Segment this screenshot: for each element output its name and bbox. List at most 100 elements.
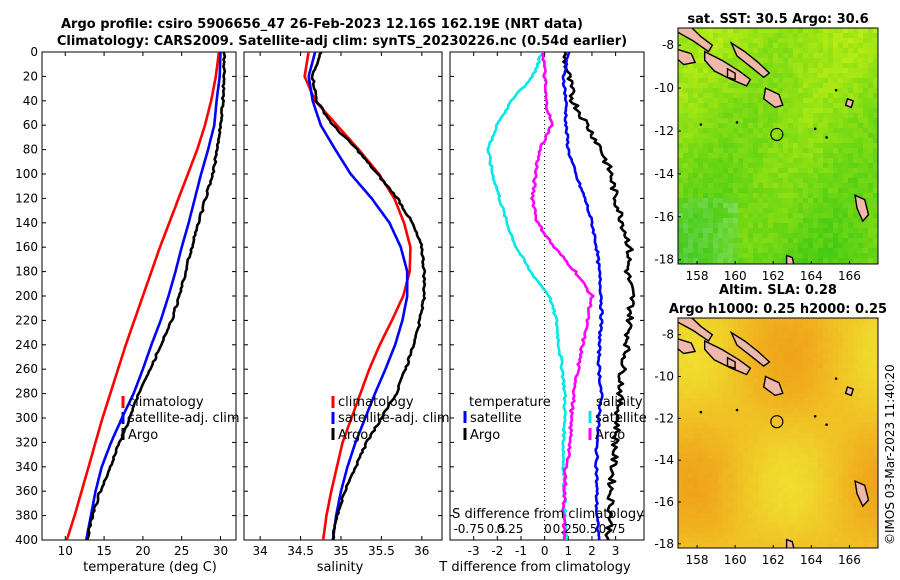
heatmap-cell [773,513,779,519]
heatmap-cell [853,83,859,89]
heatmap-cell [833,63,839,69]
heatmap-cell [778,143,784,149]
heatmap-cell [783,483,789,489]
heatmap-cell [718,343,724,349]
heatmap-cell [793,338,799,344]
heatmap-cell [718,113,724,119]
heatmap-cell [748,423,754,429]
heatmap-cell [788,533,794,539]
heatmap-cell [863,458,869,464]
heatmap-cell [748,78,754,84]
heatmap-cell [748,328,754,334]
heatmap-cell [858,143,864,149]
heatmap-cell [823,398,829,404]
heatmap-cell [828,238,834,244]
heatmap-cell [873,533,878,539]
heatmap-cell [828,128,834,134]
heatmap-cell [848,508,854,514]
heatmap-cell [853,358,859,364]
heatmap-cell [808,153,814,159]
heatmap-cell [748,68,754,74]
heatmap-cell [863,148,869,154]
heatmap-cell [798,348,804,354]
heatmap-cell [863,318,869,324]
heatmap-cell [848,498,854,504]
top-x-tick-label: 0.5 [486,522,505,536]
heatmap-cell [843,123,849,129]
heatmap-cell [818,183,824,189]
heatmap-cell [678,453,684,459]
heatmap-cell [763,163,769,169]
heatmap-cell [778,433,784,439]
depth-tick-label: 400 [15,533,38,547]
heatmap-cell [783,543,789,548]
heatmap-cell [688,368,694,374]
heatmap-cell [683,138,689,144]
heatmap-cell [763,443,769,449]
heatmap-cell [713,433,719,439]
heatmap-cell [688,163,694,169]
sla-map-panel: Altim. SLA: 0.28 Argo h1000: 0.25 h2000:… [654,283,887,567]
heatmap-cell [793,458,799,464]
heatmap-cell [763,503,769,509]
heatmap-cell [838,63,844,69]
heatmap-cell [743,178,749,184]
heatmap-cell [748,333,754,339]
heatmap-cell [738,43,744,49]
heatmap-cell [698,488,704,494]
heatmap-cell [718,328,724,334]
heatmap-cell [853,403,859,409]
heatmap-cell [833,133,839,139]
heatmap-cell [768,493,774,499]
lat-tick-label: -18 [654,537,674,551]
heatmap-cell [708,323,714,329]
heatmap-cell [818,318,824,324]
heatmap-cell [703,168,709,174]
heatmap-cell [788,503,794,509]
heatmap-cell [843,203,849,209]
heatmap-cell [733,318,739,324]
heatmap-cell [678,248,684,254]
heatmap-cell [873,438,878,444]
heatmap-cell [853,48,859,54]
heatmap-cell [803,388,809,394]
series-t-argo [562,52,636,540]
heatmap-cell [853,333,859,339]
heatmap-cell [688,488,694,494]
heatmap-cell [708,458,714,464]
heatmap-cell [823,498,829,504]
heatmap-cell [743,388,749,394]
heatmap-cell [868,108,874,114]
heatmap-cell [758,528,764,534]
heatmap-cell [818,223,824,229]
heatmap-cell [848,473,854,479]
heatmap-cell [713,483,719,489]
heatmap-cell [738,68,744,74]
heatmap-cell [788,168,794,174]
heatmap-cell [833,403,839,409]
heatmap-cell [873,173,878,179]
heatmap-cell [698,463,704,469]
islet [834,377,838,380]
heatmap-cell [868,458,874,464]
heatmap-cell [788,358,794,364]
heatmap-cell [848,168,854,174]
island [844,386,855,397]
heatmap-cell [778,203,784,209]
heatmap-cell [793,168,799,174]
heatmap-cell [843,463,849,469]
heatmap-cell [738,428,744,434]
heatmap-cell [788,148,794,154]
heatmap-cell [758,328,764,334]
heatmap-cell [778,343,784,349]
heatmap-cell [728,198,734,204]
heatmap-cell [788,83,794,89]
heatmap-cell [833,528,839,534]
heatmap-cell [753,253,759,259]
heatmap-cell [748,543,754,548]
heatmap-cell [808,498,814,504]
heatmap-cell [798,103,804,109]
heatmap-cell [793,88,799,94]
x-tick-label: 1 [564,544,572,558]
heatmap-cell [838,73,844,79]
